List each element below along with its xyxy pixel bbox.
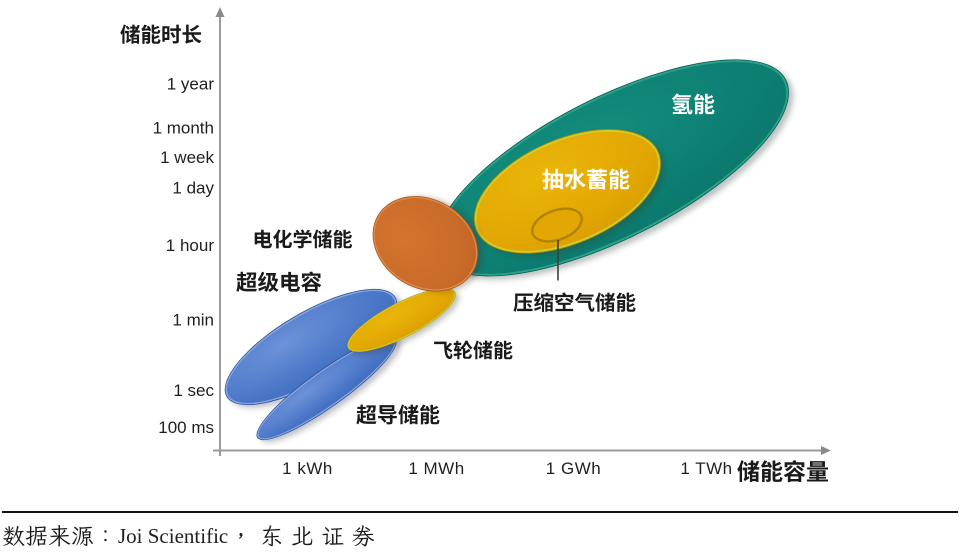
- svg-text:1 min: 1 min: [172, 311, 214, 330]
- svg-text:1 TWh: 1 TWh: [680, 459, 732, 478]
- svg-text:1 hour: 1 hour: [166, 236, 215, 255]
- svg-text:Joi Scientific: Joi Scientific: [118, 524, 228, 548]
- svg-text:1 kWh: 1 kWh: [282, 459, 333, 478]
- svg-text:1 sec: 1 sec: [173, 381, 214, 400]
- svg-text:1 GWh: 1 GWh: [546, 459, 601, 478]
- svg-text:100 ms: 100 ms: [158, 418, 214, 437]
- svg-text:1 month: 1 month: [153, 119, 214, 138]
- svg-text:1 MWh: 1 MWh: [408, 459, 464, 478]
- svg-text:1 year: 1 year: [167, 75, 215, 94]
- svg-text:1 week: 1 week: [160, 148, 214, 167]
- svg-text:1 day: 1 day: [172, 179, 214, 198]
